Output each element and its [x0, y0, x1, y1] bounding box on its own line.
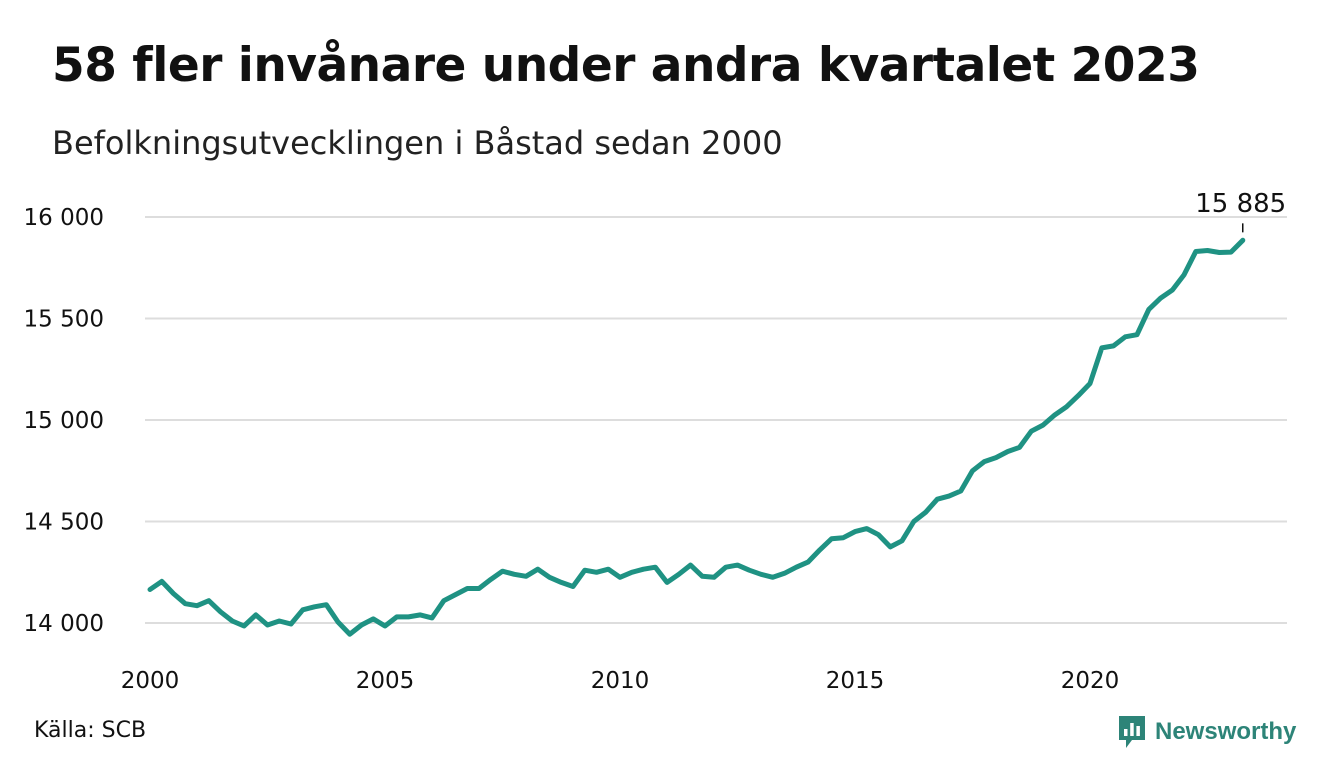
y-tick-label: 14 000	[24, 611, 104, 637]
chart-subtitle: Befolkningsutvecklingen i Båstad sedan 2…	[52, 124, 783, 162]
x-tick-label: 2015	[826, 668, 885, 694]
source-note: Källa: SCB	[34, 718, 147, 743]
y-tick-label: 15 000	[24, 408, 104, 434]
y-tick-label: 14 500	[24, 510, 104, 536]
x-tick-label: 2000	[121, 668, 180, 694]
series-line	[147, 237, 1246, 637]
y-tick-label: 15 500	[24, 307, 104, 333]
x-tick-label: 2005	[356, 668, 415, 694]
newsworthy-logo-icon	[1119, 716, 1145, 748]
newsworthy-logo-text: Newsworthy	[1155, 718, 1297, 745]
newsworthy-logo: Newsworthy	[1117, 712, 1296, 752]
x-tick-label: 2010	[591, 668, 650, 694]
end-value-label: 15 885	[1195, 189, 1286, 219]
chart-title: 58 fler invånare under andra kvartalet 2…	[52, 38, 1200, 93]
y-tick-label: 16 000	[24, 205, 104, 231]
x-tick-label: 2020	[1061, 668, 1120, 694]
